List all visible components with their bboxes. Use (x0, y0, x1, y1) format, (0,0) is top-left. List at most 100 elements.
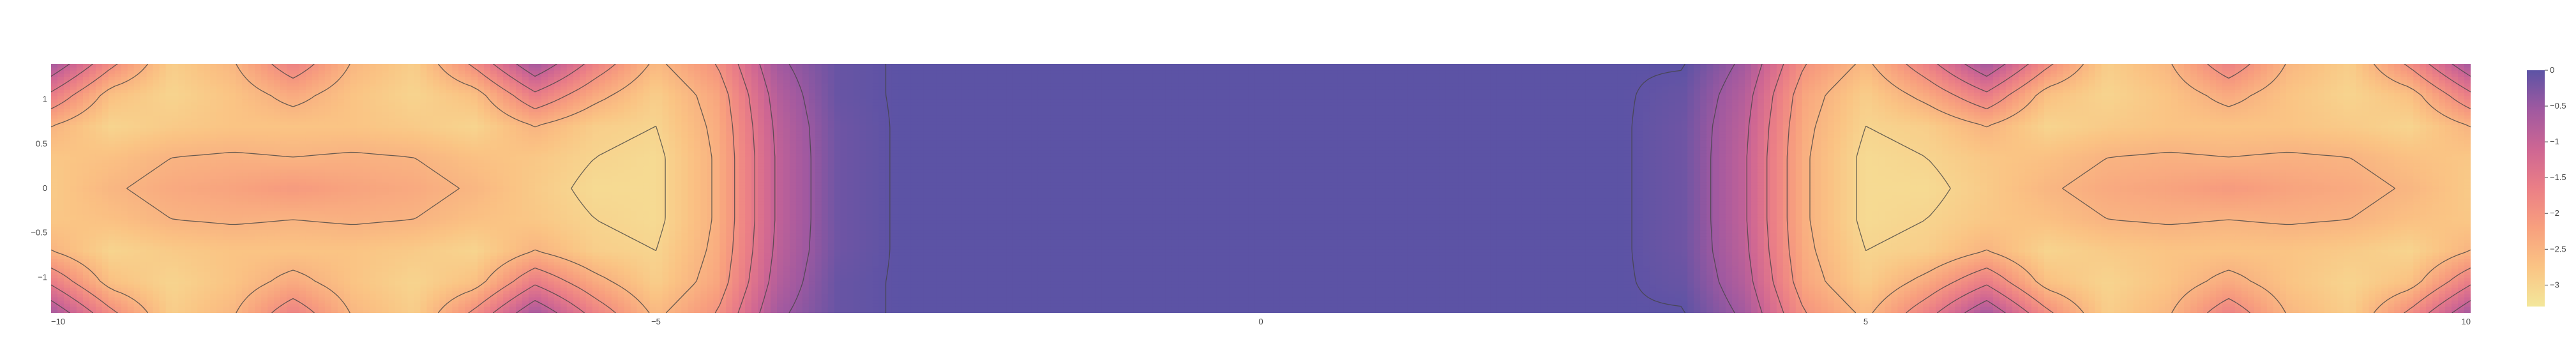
heatmap-cell (1254, 307, 1262, 310)
heatmap-cell (2120, 307, 2127, 310)
heatmap-cell (1064, 307, 1071, 310)
heatmap-cell (1828, 303, 1835, 307)
heatmap-cell (1121, 307, 1128, 310)
heatmap-cell (1019, 310, 1026, 314)
heatmap-cell (662, 303, 669, 307)
heatmap-cell (248, 310, 255, 314)
heatmap-cell (809, 307, 816, 310)
heatmap-cell (942, 303, 949, 307)
heatmap-cell (764, 307, 771, 310)
heatmap-cell (363, 307, 370, 310)
heatmap-cell (1738, 310, 1745, 314)
heatmap-cell (1299, 307, 1306, 310)
heatmap-cell (478, 307, 485, 310)
heatmap-cell (1611, 310, 1618, 314)
heatmap-cell (338, 307, 345, 310)
heatmap-cell (1758, 303, 1765, 307)
heatmap-cell (312, 307, 319, 310)
heatmap-cell (1452, 307, 1459, 310)
heatmap-cell (1210, 303, 1217, 307)
heatmap-cell (866, 303, 873, 307)
heatmap-cell (2318, 310, 2325, 314)
heatmap-cell (1197, 307, 1204, 310)
heatmap-cell (1567, 307, 1574, 310)
heatmap-cell (490, 303, 497, 307)
heatmap-cell (1783, 307, 1790, 310)
heatmap-cell (2197, 310, 2204, 314)
heatmap-cell (974, 307, 981, 310)
heatmap-cell (1700, 307, 1707, 310)
heatmap-cell (242, 307, 249, 310)
heatmap-cell (2158, 307, 2165, 310)
heatmap-cell (382, 307, 389, 310)
heatmap-cell (1013, 310, 1020, 314)
heatmap-cell (1694, 307, 1701, 310)
heatmap-cell (2102, 307, 2109, 310)
heatmap-cell (541, 310, 548, 314)
heatmap-cell (1573, 310, 1580, 314)
heatmap-cell (1051, 307, 1058, 310)
heatmap-cell (331, 303, 338, 307)
heatmap-cell (987, 307, 994, 310)
heatmap-cell (2331, 307, 2338, 310)
heatmap-cell (210, 310, 217, 314)
heatmap-cell (1293, 310, 1300, 314)
heatmap-cell (1038, 310, 1045, 314)
heatmap-cell (2445, 307, 2452, 310)
heatmap-cell (280, 310, 287, 314)
heatmap-cell (1032, 307, 1039, 310)
heatmap-cell (121, 310, 128, 314)
heatmap-cell (981, 307, 988, 310)
heatmap-cell (949, 307, 956, 310)
heatmap-cell (1159, 307, 1166, 310)
heatmap-cell (1789, 307, 1796, 310)
heatmap-cell (1274, 303, 1281, 307)
heatmap-cell (2235, 307, 2242, 310)
heatmap-cell (185, 303, 192, 307)
heatmap-cell (2464, 307, 2471, 310)
heatmap-cell (974, 310, 981, 314)
heatmap-cell (1184, 307, 1191, 310)
heatmap-cell (1611, 307, 1618, 310)
heatmap-cell (426, 303, 433, 307)
heatmap-cell (2127, 310, 2134, 314)
heatmap-cell (1675, 310, 1682, 314)
heatmap-cell (1388, 307, 1395, 310)
heatmap-cell (567, 310, 574, 314)
heatmap-cell (535, 310, 542, 314)
heatmap-cell (1719, 307, 1726, 310)
heatmap-cell (2229, 310, 2236, 314)
heatmap-cell (739, 310, 746, 314)
heatmap-cell (2190, 310, 2197, 314)
heatmap-cell (1382, 307, 1389, 310)
heatmap-cell (993, 303, 1000, 307)
heatmap-cell (83, 310, 90, 314)
heatmap-cell (961, 307, 968, 310)
heatmap-cell (414, 303, 421, 307)
heatmap-cell (1535, 303, 1542, 307)
heatmap-cell (1860, 307, 1867, 310)
heatmap-cell (1484, 303, 1491, 307)
heatmap-cell (2344, 307, 2351, 310)
heatmap-cell (777, 310, 784, 314)
heatmap-cell (1115, 310, 1122, 314)
heatmap-cell (892, 307, 899, 310)
heatmap-cell (1554, 303, 1561, 307)
heatmap-cell (2439, 310, 2446, 314)
heatmap-cell (2127, 307, 2134, 310)
heatmap-cell (389, 303, 396, 307)
heatmap-cell (1484, 310, 1491, 314)
heatmap-cell (1203, 310, 1210, 314)
heatmap-cell (1337, 303, 1344, 307)
heatmap-cell (847, 307, 854, 310)
heatmap-cell (917, 307, 924, 310)
heatmap-cell (325, 303, 332, 307)
heatmap-cell (408, 307, 415, 310)
heatmap-cell (1573, 307, 1580, 310)
heatmap-cell (1439, 310, 1446, 314)
heatmap-cell (758, 303, 765, 307)
heatmap-cell (917, 310, 924, 314)
heatmap-cell (1000, 310, 1007, 314)
heatmap-cell (1299, 310, 1306, 314)
heatmap-cell (248, 307, 255, 310)
